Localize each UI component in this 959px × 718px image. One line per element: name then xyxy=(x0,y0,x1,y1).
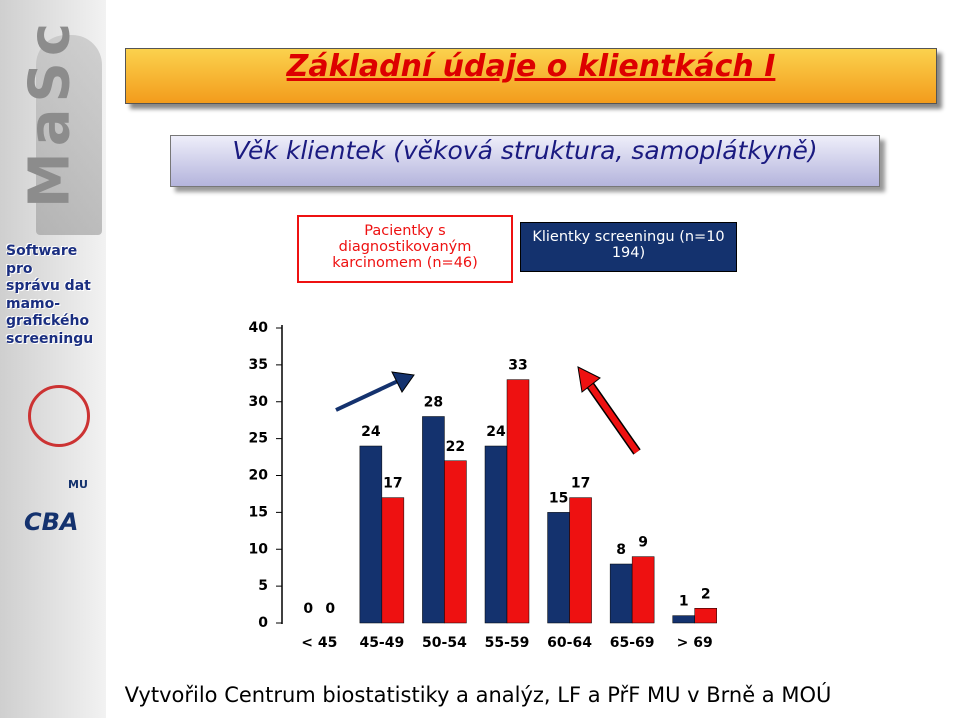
bar xyxy=(484,445,508,624)
bar xyxy=(381,497,405,624)
footer: Vytvořilo Centrum biostatistiky a analýz… xyxy=(124,683,832,707)
tagline: Software pro správu dat mamo-grafického scre… xyxy=(6,243,106,348)
y-tick-label: 5 xyxy=(258,578,268,594)
data-label: 0 xyxy=(303,601,313,617)
bar xyxy=(422,416,445,624)
bar xyxy=(672,615,695,624)
data-label: 2 xyxy=(701,586,711,602)
logo-cba: CBA xyxy=(24,508,79,536)
data-label: 8 xyxy=(616,542,626,558)
data-label: 17 xyxy=(571,476,590,492)
data-label: 0 xyxy=(325,601,335,617)
bar xyxy=(609,563,633,624)
logo-mu: MU xyxy=(68,478,88,491)
y-tick-label: 0 xyxy=(258,615,268,631)
arrow-head xyxy=(391,371,415,393)
data-label: 15 xyxy=(549,490,568,506)
chart-title: Věk klientek (věková struktura, samoplát… xyxy=(170,135,880,187)
tagline-line: mamo- xyxy=(6,295,61,312)
sidebar: MaSc Software pro správu dat mamo-grafickéh… xyxy=(0,0,106,718)
logo-mou xyxy=(28,385,90,447)
y-tick-label: 15 xyxy=(249,504,268,520)
bar xyxy=(444,460,467,624)
bar xyxy=(506,379,530,624)
data-label: 24 xyxy=(361,424,381,440)
tagline-line: screeningu xyxy=(6,330,94,347)
data-label: 28 xyxy=(424,395,443,411)
tagline-line: grafického xyxy=(6,313,90,329)
title: Základní údaje o klientkách I xyxy=(125,48,937,104)
data-label: 1 xyxy=(679,594,689,610)
y-tick-label: 25 xyxy=(249,431,268,447)
data-label: 22 xyxy=(446,439,465,455)
y-tick-label: 30 xyxy=(249,394,269,410)
data-label: 9 xyxy=(638,535,648,551)
bar xyxy=(694,608,717,624)
bar xyxy=(547,512,570,624)
x-tick-label: 45-49 xyxy=(359,635,404,651)
x-tick-label: > 69 xyxy=(677,635,713,651)
tagline-line: Software xyxy=(6,243,78,259)
x-tick-label: 60-64 xyxy=(547,635,592,651)
bar xyxy=(631,556,655,624)
legend-entry: Klientky screeningu (n=10 194) xyxy=(520,222,737,272)
x-tick-label: 55-59 xyxy=(485,635,530,651)
y-tick-label: 40 xyxy=(249,320,269,336)
x-tick-label: 65-69 xyxy=(610,635,655,651)
photo xyxy=(36,35,102,235)
data-label: 24 xyxy=(486,424,506,440)
tagline-line: správu dat xyxy=(6,278,91,294)
arrow xyxy=(585,380,640,454)
x-tick-label: < 45 xyxy=(301,635,337,651)
y-tick-label: 35 xyxy=(249,357,268,373)
bar xyxy=(569,497,592,624)
arrow xyxy=(335,379,399,412)
y-tick-label: 20 xyxy=(249,468,269,484)
data-label: 33 xyxy=(508,358,527,374)
x-tick-label: 50-54 xyxy=(422,635,467,651)
legend-entry: Pacientky s diagnostikovaným karcinomem … xyxy=(297,215,513,283)
arrow-head xyxy=(577,366,601,393)
data-label: 17 xyxy=(383,476,402,492)
bar xyxy=(359,445,383,624)
y-tick-label: 10 xyxy=(249,541,269,557)
tagline-line: pro xyxy=(6,260,33,277)
